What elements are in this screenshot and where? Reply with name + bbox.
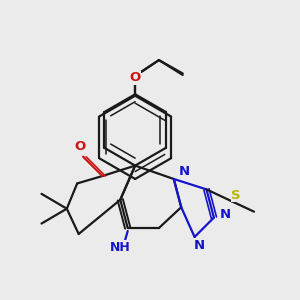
Text: O: O (130, 71, 141, 84)
Text: S: S (231, 189, 241, 202)
Text: NH: NH (110, 241, 131, 254)
Text: N: N (194, 239, 205, 252)
Text: N: N (220, 208, 231, 221)
Text: O: O (130, 71, 141, 84)
Text: N: N (178, 165, 190, 178)
Text: O: O (74, 140, 86, 153)
